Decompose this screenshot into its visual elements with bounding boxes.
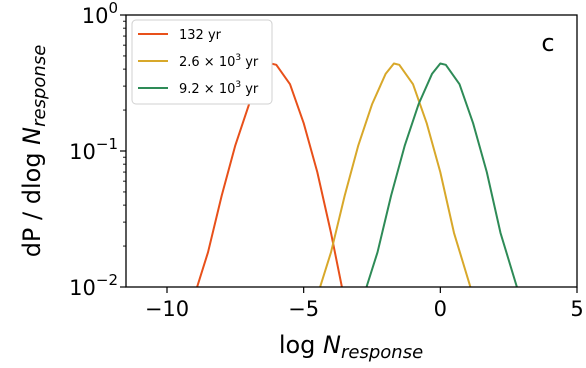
x-tick-label-0: −10	[145, 297, 189, 321]
series-line-2	[365, 62, 518, 287]
legend-label-9.2e3yr: 9.2 × 103 yr	[179, 80, 259, 97]
panel-label: c	[541, 29, 554, 57]
x-tick-label-2: 0	[434, 297, 447, 321]
legend: 132 yr 2.6 × 103 yr 9.2 × 103 yr	[131, 19, 273, 105]
y-tick-label-2: 100	[82, 0, 118, 28]
legend-box	[131, 19, 273, 105]
series-line-1	[319, 62, 472, 287]
y-axis-label: dP / dlog Nresponse	[18, 45, 50, 258]
x-axis-label: log Nresponse	[279, 331, 423, 363]
x-tick-label-3: 5	[570, 297, 583, 321]
y-tick-label-1: 10−1	[69, 135, 118, 164]
legend-label-132yr: 132 yr	[179, 28, 222, 43]
x-tick-label-1: −5	[288, 297, 319, 321]
x-axis: −10 −5 0 5	[145, 287, 584, 321]
y-tick-label-0: 10−2	[69, 271, 118, 300]
y-axis: 10−2 10−1 100	[69, 0, 126, 300]
legend-label-2.6e3yr: 2.6 × 103 yr	[179, 53, 259, 70]
